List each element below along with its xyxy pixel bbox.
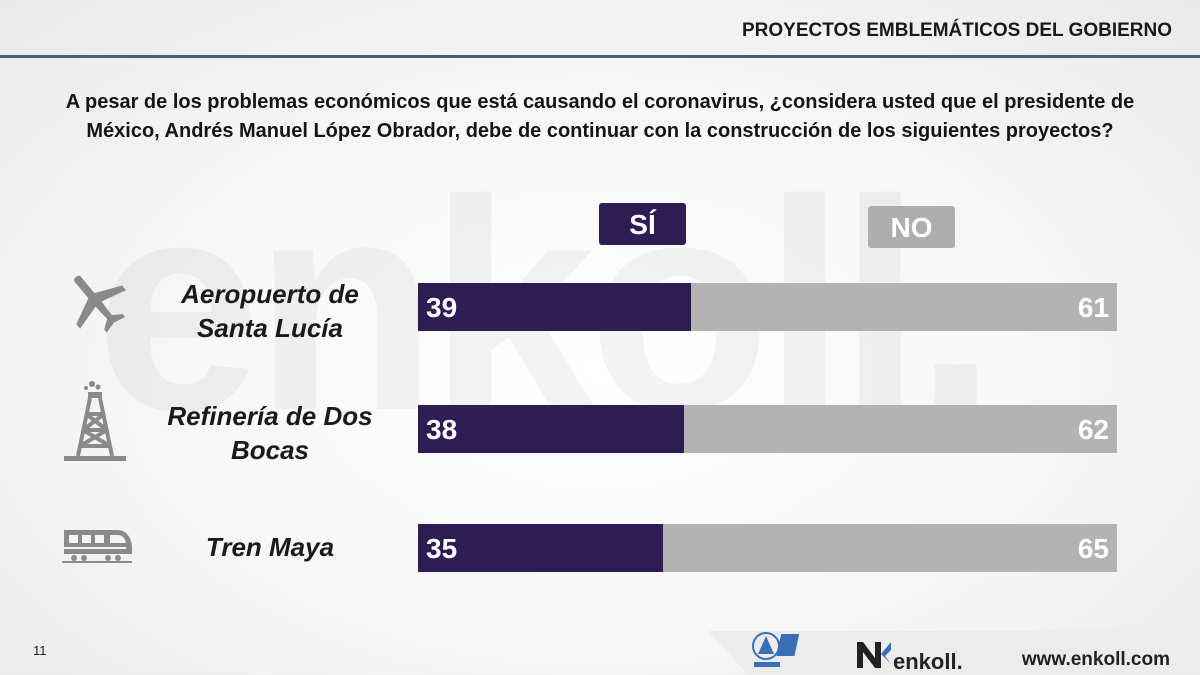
airplane-icon [73,275,127,333]
category-label-tren-maya: Tren Maya [205,532,335,562]
bar-row-refineria: 38 62 [418,405,1117,453]
train-icon [62,530,132,563]
page-title: PROYECTOS EMBLEMÁTICOS DEL GOBIERNO [741,20,1172,41]
legend-no: NO [868,206,955,248]
bar-row-tren-maya: 35 65 [418,524,1117,572]
enkoll-brand: enkoll. [893,649,963,674]
bar-row-aeropuerto: 39 61 [418,283,1117,331]
footer-url: www.enkoll.com [1021,649,1170,670]
page-number: 11 [33,643,47,658]
bar-si: 39 [418,283,691,331]
legend-si: SÍ [599,203,686,245]
data-label-si: 38 [426,414,458,445]
survey-question: A pesar de los problemas económicos que … [65,91,1135,142]
header-divider [0,55,1200,58]
amai-logo [752,632,800,667]
bar-no: 62 [683,405,1117,453]
enkoll-logo-icon [857,642,891,668]
data-label-no: 61 [1077,292,1109,323]
oil-rig-icon [64,381,126,461]
bar-no: 65 [662,524,1117,572]
bar-si: 35 [418,524,663,572]
bar-no: 61 [690,283,1117,331]
data-label-si: 39 [426,292,458,323]
data-label-si: 35 [426,533,458,564]
bar-si: 38 [418,405,684,453]
data-label-no: 62 [1077,414,1109,445]
data-label-no: 65 [1077,533,1109,564]
category-label-aeropuerto: Aeropuerto de Santa Lucía [181,279,359,343]
category-label-refineria: Refinería de Dos Bocas [167,401,373,465]
